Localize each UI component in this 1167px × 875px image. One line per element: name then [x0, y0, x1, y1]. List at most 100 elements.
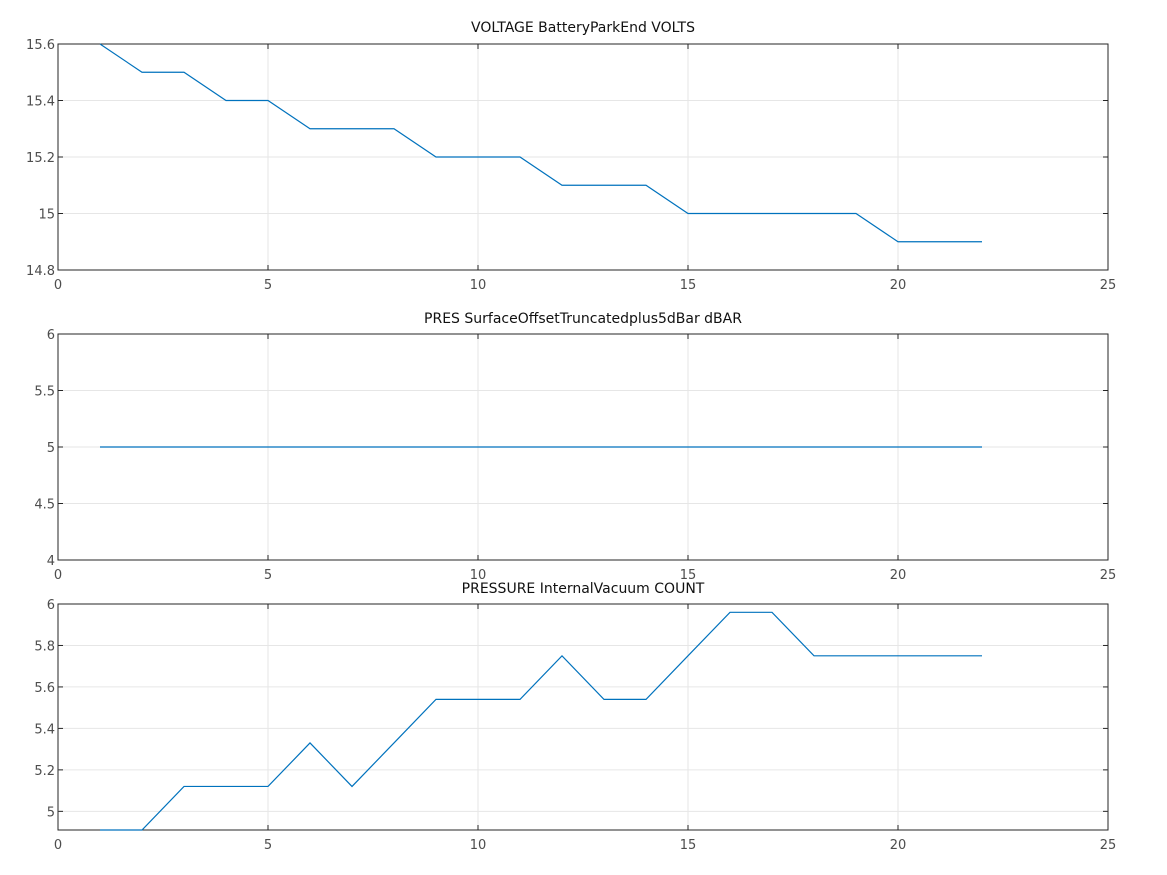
chart-title: PRES SurfaceOffsetTruncatedplus5dBar dBA…: [424, 311, 742, 327]
data-point: [309, 128, 310, 129]
x-tick-label: 20: [890, 568, 907, 583]
data-point: [141, 829, 142, 830]
x-tick-label: 0: [54, 568, 62, 583]
x-tick-label: 10: [470, 568, 487, 583]
data-point: [351, 128, 352, 129]
data-point: [267, 100, 268, 101]
chart-title: VOLTAGE BatteryParkEnd VOLTS: [471, 20, 695, 36]
x-tick-label: 5: [264, 568, 272, 583]
data-point: [435, 446, 436, 447]
data-point: [813, 213, 814, 214]
data-point: [225, 786, 226, 787]
x-tick-label: 20: [890, 838, 907, 853]
data-point: [435, 156, 436, 157]
data-point: [771, 612, 772, 613]
y-tick-label: 4.5: [34, 498, 55, 513]
data-point: [981, 241, 982, 242]
data-point: [477, 156, 478, 157]
x-tick-label: 20: [890, 278, 907, 293]
subplot-pressure: 0 5 10 15 20 25 5 5.2 5.4 5.6 5.8 6 PRESSURE Interna…: [34, 581, 1116, 853]
data-point: [393, 128, 394, 129]
data-point: [981, 446, 982, 447]
data-point: [771, 446, 772, 447]
data-point: [729, 612, 730, 613]
x-tick-label: 15: [680, 568, 697, 583]
y-tick-label: 14.8: [26, 264, 55, 279]
data-point: [561, 185, 562, 186]
data-point: [267, 786, 268, 787]
data-point: [897, 241, 898, 242]
y-tick-label: 15: [38, 208, 55, 223]
data-point: [309, 446, 310, 447]
series-line: [100, 611, 982, 831]
data-point: [477, 699, 478, 700]
data-point: [687, 213, 688, 214]
subplot-voltage: 0 5 10 15 20 25 14.8 15 15.2 15.4 15.6 VOLTAGE Batt…: [26, 20, 1116, 293]
data-point: [897, 446, 898, 447]
data-point: [519, 699, 520, 700]
data-point: [771, 213, 772, 214]
chart-title: PRESSURE InternalVacuum COUNT: [462, 581, 705, 597]
data-point: [855, 213, 856, 214]
data-point: [141, 72, 142, 73]
y-tick-label: 15.4: [26, 95, 55, 110]
data-point: [183, 72, 184, 73]
data-point: [729, 213, 730, 214]
data-point: [183, 786, 184, 787]
data-point: [939, 655, 940, 656]
data-point: [267, 446, 268, 447]
data-point: [687, 655, 688, 656]
data-point: [393, 742, 394, 743]
data-point: [897, 655, 898, 656]
series-line: [99, 43, 982, 243]
x-tick-label: 5: [264, 278, 272, 293]
x-tick-label: 15: [680, 838, 697, 853]
data-point: [813, 446, 814, 447]
data-point: [603, 446, 604, 447]
x-tick-label: 0: [54, 278, 62, 293]
data-point: [309, 742, 310, 743]
y-tick-label: 5.2: [34, 764, 55, 779]
x-tick-label: 5: [264, 838, 272, 853]
y-tick-label: 15.2: [26, 151, 55, 166]
data-point: [603, 699, 604, 700]
data-point: [183, 446, 184, 447]
y-tick-label: 6: [47, 598, 55, 613]
y-tick-label: 5.4: [34, 722, 55, 737]
data-point: [435, 699, 436, 700]
data-point: [225, 100, 226, 101]
y-tick-label: 5: [47, 441, 55, 456]
data-point: [939, 446, 940, 447]
data-point: [729, 446, 730, 447]
data-point: [855, 655, 856, 656]
x-tick-label: 25: [1100, 568, 1117, 583]
x-tick-label: 25: [1100, 278, 1117, 293]
data-point: [351, 446, 352, 447]
data-point: [99, 829, 100, 830]
data-point: [645, 185, 646, 186]
data-point: [519, 446, 520, 447]
data-point: [477, 446, 478, 447]
x-tick-label: 15: [680, 278, 697, 293]
y-tick-label: 5.5: [34, 385, 55, 400]
y-tick-label: 5: [47, 805, 55, 820]
data-point: [351, 786, 352, 787]
y-tick-label: 6: [47, 328, 55, 343]
y-tick-label: 5.6: [34, 681, 55, 696]
subplot-pres: 0 5 10 15 20 25 4 4.5 5 5.5 6 PRES SurfaceOffsetTru…: [34, 311, 1116, 583]
x-tick-label: 0: [54, 838, 62, 853]
data-point: [981, 655, 982, 656]
y-tick-label: 15.6: [26, 38, 55, 53]
data-point: [519, 156, 520, 157]
data-point: [603, 185, 604, 186]
data-point: [939, 241, 940, 242]
data-point: [855, 446, 856, 447]
data-point: [99, 43, 100, 44]
data-point: [645, 446, 646, 447]
x-tick-label: 25: [1100, 838, 1117, 853]
data-point: [393, 446, 394, 447]
data-point: [561, 655, 562, 656]
y-tick-label: 4: [47, 554, 55, 569]
x-tick-label: 10: [470, 838, 487, 853]
